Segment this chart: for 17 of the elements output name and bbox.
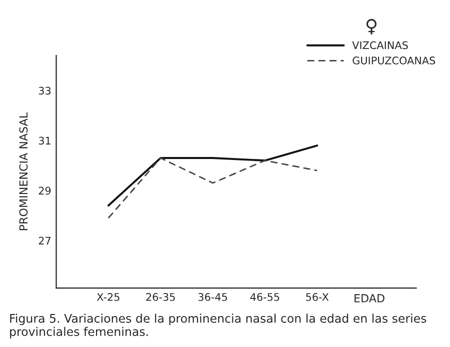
text: Figura 5. Variaciones de la prominencia nasal con la edad en las series provinciales femeninas.	[10, 314, 426, 338]
x-tick-label: 56-X	[306, 293, 329, 301]
x-tick-label: X-25	[96, 293, 120, 301]
line-series	[108, 157, 318, 219]
y-tick-label: 33	[38, 86, 51, 95]
legend-title: ♀	[366, 18, 377, 34]
y-tick-label: 29	[38, 186, 51, 195]
x-tick-label: 36-45	[198, 293, 227, 301]
x-tick-label: 26-35	[146, 293, 175, 301]
y-tick-label: 27	[38, 236, 50, 244]
line-series	[107, 144, 318, 206]
legend-label: VIZCAINAS	[352, 41, 408, 50]
legend-label: GUIPUZCOANAS	[352, 56, 436, 64]
x-tick-label: 46-55	[250, 293, 280, 301]
y-tick-label: 31	[38, 136, 50, 145]
y-axis-title: PROMINENCIA NASAL	[19, 112, 28, 230]
x-axis-title: EDAD	[354, 294, 384, 302]
